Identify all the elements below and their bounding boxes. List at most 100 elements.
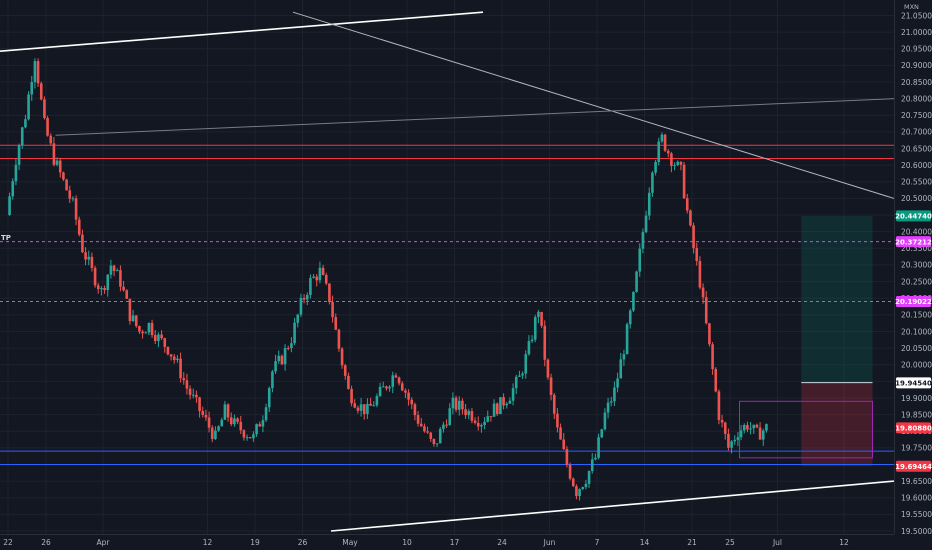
candle-body <box>36 61 40 84</box>
candle-body <box>179 358 182 379</box>
candle-body <box>470 411 474 421</box>
candle-body <box>343 365 347 376</box>
y-tick-label: 19.90000 <box>901 394 932 403</box>
candle-body <box>600 429 604 438</box>
trendline <box>330 480 895 532</box>
candle-body <box>65 179 68 191</box>
x-tick-label: 19 <box>250 538 260 547</box>
currency-label: MXN <box>904 3 919 11</box>
price-badge-text: 19.80880 <box>895 425 932 433</box>
candle-body <box>407 392 410 400</box>
candle-body <box>233 418 236 425</box>
candle-body <box>109 265 113 275</box>
x-tick-label: May <box>342 538 358 547</box>
candle-body <box>562 439 566 450</box>
y-tick-label: 19.75000 <box>901 444 932 453</box>
candle-body <box>220 419 224 427</box>
candle-body <box>52 143 56 165</box>
candle-body <box>58 160 62 173</box>
candle-body <box>451 397 455 409</box>
x-tick-label: 22 <box>3 538 13 547</box>
candle-body <box>264 407 268 421</box>
candle-body <box>131 315 135 322</box>
candle-body <box>302 297 306 300</box>
candle-body <box>733 439 737 442</box>
candle-body <box>24 119 27 128</box>
candle-body <box>385 386 388 389</box>
candle-body <box>720 419 724 423</box>
grid <box>0 0 894 534</box>
candle-body <box>587 470 591 484</box>
candle-body <box>239 421 243 431</box>
candle-body <box>318 267 322 281</box>
candle-body <box>55 160 59 165</box>
time-axis[interactable]: 22 26 Apr 12 19 26 May 10 17 24 Jun 7 14 21 25 Jul 12 <box>0 534 894 548</box>
candle-body <box>644 215 648 233</box>
candle-body <box>486 416 490 422</box>
candle-body <box>505 403 509 406</box>
price-badge <box>896 422 931 434</box>
candle-body <box>638 248 642 272</box>
candle-body <box>331 302 334 318</box>
candle-body <box>619 359 623 379</box>
candle-body <box>543 325 547 360</box>
candle-body <box>106 274 110 291</box>
candle-body <box>182 378 186 381</box>
candle-body <box>267 388 271 408</box>
candle-body <box>334 317 338 330</box>
y-tick-label: 19.65000 <box>901 477 932 486</box>
position-zones <box>801 216 873 467</box>
trendlines <box>0 11 895 532</box>
candle-body <box>473 420 477 423</box>
candle-body <box>84 252 87 260</box>
candle-body <box>30 82 34 95</box>
price-badge <box>896 296 931 308</box>
x-tick-label: 26 <box>41 538 51 547</box>
candle-body <box>388 386 391 389</box>
candle-body <box>480 425 483 427</box>
candle-body <box>27 94 30 120</box>
candle-body <box>147 322 151 333</box>
candle-body <box>410 399 414 405</box>
candle-body <box>521 373 524 376</box>
candle-body <box>229 417 233 425</box>
candle-body <box>483 421 486 426</box>
candle-body <box>201 411 205 415</box>
candle-body <box>359 404 363 411</box>
candle-body <box>502 397 505 406</box>
candle-body <box>87 256 91 260</box>
candle-body <box>103 287 106 291</box>
candle-body <box>286 348 290 350</box>
candle-body <box>442 424 445 429</box>
price-badge-text: 20.37212 <box>895 238 932 246</box>
candle-body <box>226 404 230 418</box>
candle-body <box>160 334 163 339</box>
candle-body <box>423 426 426 432</box>
candle-body <box>739 430 743 438</box>
candle-body <box>188 388 192 395</box>
candle-body <box>641 232 645 249</box>
candle-body <box>746 424 749 430</box>
candle-body <box>723 422 727 434</box>
candle-body <box>356 407 360 411</box>
candle-body <box>280 355 284 365</box>
price-badge <box>896 460 931 472</box>
candle-body <box>616 378 619 388</box>
candle-body <box>353 403 357 408</box>
candle-body <box>62 172 65 180</box>
candle-body <box>685 198 689 211</box>
candle-body <box>613 387 616 402</box>
candle-body <box>71 198 75 200</box>
candle-body <box>169 354 173 357</box>
candle-body <box>369 403 372 406</box>
x-tick-label: Apr <box>97 538 111 547</box>
candle-body <box>632 291 635 311</box>
candle-body <box>426 431 429 433</box>
y-tick-label: 20.60000 <box>901 161 932 170</box>
candle-body <box>701 287 705 298</box>
candle-body <box>590 459 594 471</box>
candle-body <box>432 438 436 445</box>
candle-body <box>698 260 702 288</box>
y-tick-label: 20.25000 <box>901 277 932 286</box>
